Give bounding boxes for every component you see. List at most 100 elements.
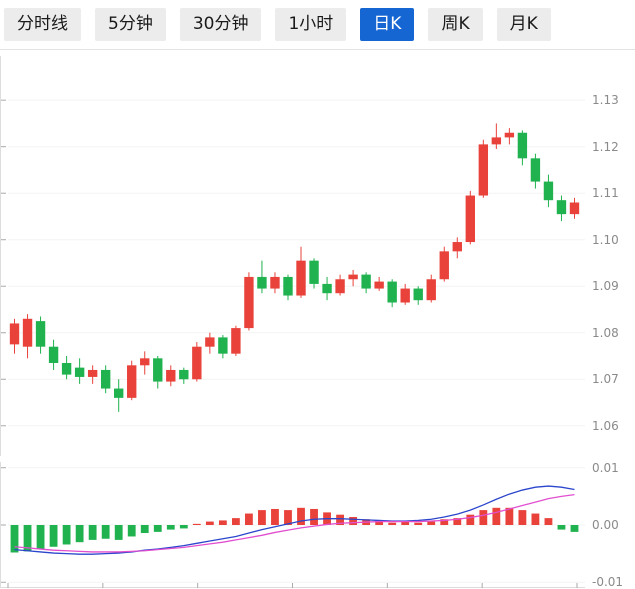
candlestick — [322, 276, 332, 301]
candlestick — [374, 276, 384, 291]
macd-histogram-bar — [75, 525, 84, 543]
macd-chart[interactable] — [0, 462, 585, 588]
candlestick — [205, 332, 215, 354]
tab-monthly-k[interactable]: 月K — [496, 8, 551, 41]
macd-histogram-bar — [466, 514, 475, 525]
candlestick — [35, 316, 46, 354]
macd-histogram-bar — [10, 525, 19, 553]
macd-histogram-bar — [101, 525, 110, 539]
candlestick — [517, 130, 528, 166]
macd-histogram-bar — [440, 519, 449, 525]
candlestick — [166, 365, 176, 387]
macd-histogram-bar — [310, 508, 318, 525]
candlestick — [127, 360, 137, 401]
price-axis-label: 1.09 — [592, 279, 619, 294]
macd-histogram-bar — [218, 520, 227, 525]
candlestick — [478, 139, 489, 198]
macd-histogram-bar — [88, 525, 97, 540]
macd-histogram-bar — [49, 525, 58, 547]
macd-histogram-bar — [479, 510, 488, 525]
macd-axis-label: 0.01 — [592, 460, 619, 475]
price-axis-label: 1.12 — [592, 139, 619, 154]
price-axis-label: 1.08 — [592, 325, 619, 340]
price-axis-label: 1.06 — [592, 418, 619, 433]
candlestick — [192, 342, 202, 382]
macd-histogram-bar — [192, 523, 201, 525]
macd-histogram-bar — [544, 518, 553, 525]
price-axis-label: 1.11 — [592, 186, 619, 201]
macd-histogram-bar — [205, 521, 214, 525]
macd-axis-label: 0.00 — [592, 518, 619, 532]
candlestick — [400, 283, 410, 305]
macd-histogram-bar — [231, 518, 240, 525]
macd-histogram-bar — [557, 525, 566, 530]
candlestick — [87, 365, 98, 384]
candlestick — [543, 174, 554, 208]
candlestick — [100, 365, 111, 394]
candlestick — [22, 314, 33, 359]
macd-histogram-bar — [62, 525, 71, 545]
price-axis-label: 1.13 — [592, 93, 619, 108]
candlestick — [179, 367, 189, 384]
macd-histogram-bar — [401, 521, 410, 525]
tab-1hour[interactable]: 1小时 — [275, 8, 347, 41]
price-y-axis: 1.13 1.12 1.11 1.10 1.09 1.08 1.07 1.06 — [585, 56, 635, 456]
macd-histogram-bar — [349, 516, 358, 525]
candlestick — [153, 356, 163, 389]
candlestick — [283, 274, 293, 301]
candlestick — [270, 272, 280, 294]
macd-histogram-bar — [36, 525, 45, 550]
candlestick — [530, 153, 541, 189]
macd-histogram-bar — [179, 525, 188, 529]
macd-histogram-bar — [153, 525, 162, 532]
macd-histogram-bar — [531, 513, 540, 525]
candlestick — [335, 274, 345, 296]
macd-panel: 0.01 0.00 -0.01 — [0, 460, 635, 589]
candlestick — [361, 272, 371, 294]
candlestick — [504, 128, 515, 145]
candlestick — [452, 237, 462, 259]
macd-histogram-bar — [166, 525, 175, 530]
candlestick — [413, 286, 423, 305]
tab-5min[interactable]: 5分钟 — [95, 8, 166, 41]
macd-histogram-bar — [336, 514, 344, 525]
tab-time-line[interactable]: 分时线 — [4, 8, 81, 41]
macd-histogram-bar — [271, 508, 279, 525]
tab-daily-k[interactable]: 日K — [360, 8, 415, 41]
tab-30min[interactable]: 30分钟 — [179, 8, 262, 41]
candlestick — [439, 246, 449, 282]
candlestick — [9, 318, 20, 354]
macd-histogram-bar — [245, 513, 253, 525]
candlestick — [426, 274, 436, 303]
candlestick-chart[interactable] — [0, 56, 585, 456]
price-axis-label: 1.07 — [592, 372, 619, 387]
candlestick — [48, 339, 59, 370]
macd-histogram-bar — [492, 507, 501, 525]
macd-y-axis: 0.01 0.00 -0.01 — [585, 460, 635, 589]
macd-histogram-bar — [427, 521, 436, 525]
candlestick — [569, 197, 580, 219]
candlestick — [296, 246, 306, 298]
candlestick — [465, 190, 475, 245]
candlestick — [218, 335, 228, 359]
candlestick — [231, 325, 241, 356]
candlestick — [140, 351, 150, 375]
candlestick — [257, 260, 267, 294]
macd-histogram-bar — [375, 520, 384, 525]
macd-histogram-bar — [140, 525, 149, 534]
macd-histogram-bar — [297, 507, 305, 525]
macd-histogram-bar — [23, 525, 32, 552]
candlestick — [74, 358, 85, 384]
price-panel: 1.13 1.12 1.11 1.10 1.09 1.08 1.07 1.06 — [0, 56, 635, 456]
tab-weekly-k[interactable]: 周K — [428, 8, 483, 41]
candlestick — [556, 195, 567, 222]
candlestick — [348, 269, 358, 287]
macd-histogram-bar — [518, 510, 527, 525]
candlestick — [114, 379, 124, 412]
macd-histogram-bar — [284, 510, 292, 525]
macd-histogram-bar — [127, 525, 136, 537]
macd-histogram-bar — [114, 525, 123, 540]
candlestick — [61, 356, 72, 380]
macd-histogram-bar — [570, 525, 579, 532]
price-axis-label: 1.10 — [592, 232, 619, 247]
